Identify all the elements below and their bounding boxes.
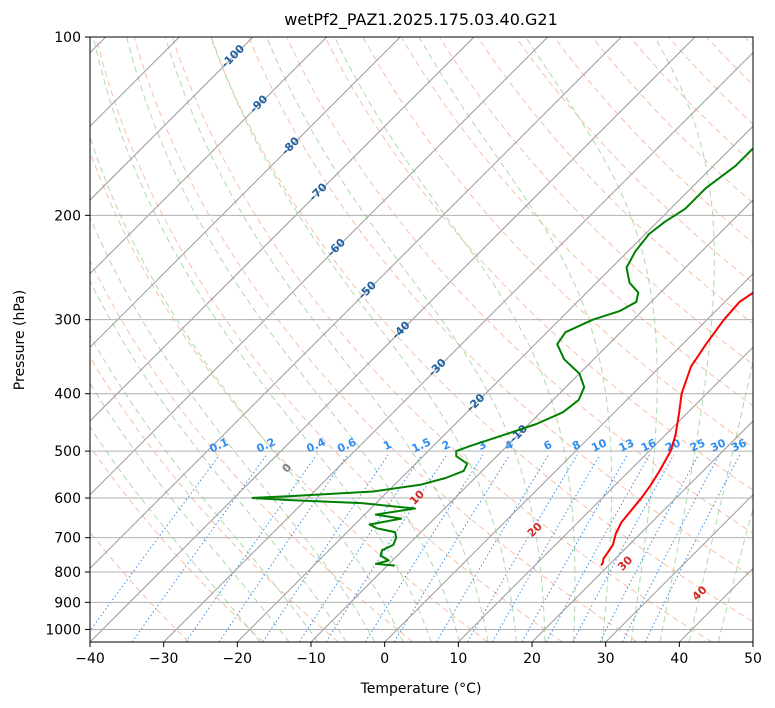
moist-adiabat (418, 37, 613, 642)
x-tick-label: 10 (449, 651, 467, 667)
moist-adiabat (266, 37, 546, 642)
dry-adiabat (210, 37, 753, 623)
moist-adiabat (92, 37, 432, 642)
dry-adiabat (362, 37, 753, 449)
isotherm-line (236, 125, 753, 642)
mixing-ratio-line (572, 454, 675, 642)
dry-adiabat (553, 37, 753, 244)
isotherm-line (531, 420, 753, 642)
x-tick-label: 30 (597, 651, 615, 667)
isotherm-line (90, 37, 328, 275)
temperature-profile (600, 291, 753, 566)
moist-adiabat (90, 215, 376, 642)
isotherm-line (90, 37, 696, 642)
x-axis-label: Temperature (°C) (360, 681, 482, 697)
x-tick-label: −40 (75, 651, 105, 667)
mixing-ratio-line (599, 454, 699, 642)
mixing-ratio-line (393, 454, 511, 642)
mixing-ratio-line (298, 454, 423, 642)
dry-adiabat (629, 37, 753, 165)
mixing-ratio-line (262, 454, 389, 642)
mixing-ratio-line (621, 454, 720, 642)
isotherm-line (90, 37, 549, 496)
mixing-ratio-line (218, 454, 348, 642)
dry-adiabat (248, 37, 753, 578)
isotherm-line (384, 272, 753, 642)
mixing-ratio-line (364, 454, 484, 642)
dry-adiabat (133, 37, 638, 642)
y-tick-label: 1000 (45, 622, 81, 638)
mixing-ratio-label: 30 (708, 436, 728, 454)
moist-adiabat (210, 37, 517, 642)
mixing-ratio-label: 25 (688, 436, 707, 454)
mixing-ratio-label: 10 (589, 436, 609, 454)
isotherm-line (310, 199, 753, 642)
y-axis-ticks: 100 200 300 400 500 600 700 800 900 1000 (45, 30, 90, 638)
dry-adiabat (400, 37, 753, 407)
mixing-ratio-label: 13 (617, 436, 636, 454)
y-tick-label: 700 (54, 531, 81, 547)
isotherm-line (90, 37, 254, 201)
profiles (251, 146, 753, 567)
dewpoint-profile (251, 146, 753, 567)
x-tick-label: −10 (296, 651, 326, 667)
background-lines (90, 37, 753, 642)
moist-adiabat (90, 426, 261, 642)
dry-adiabat (90, 445, 264, 642)
plot-frame (89, 36, 754, 643)
y-tick-label: 800 (54, 565, 81, 581)
mixing-ratio-line (435, 454, 550, 642)
dry-adiabat (90, 259, 414, 642)
isotherm-line (90, 37, 622, 570)
mixing-ratio-line (467, 454, 578, 642)
x-tick-label: −30 (149, 651, 179, 667)
isotherm-line (605, 493, 753, 642)
mixing-ratio-line (325, 454, 448, 642)
y-tick-label: 300 (54, 313, 81, 329)
y-tick-label: 400 (54, 387, 81, 403)
isotherm-line (90, 37, 475, 422)
chart-title: wetPf2_PAZ1.2025.175.03.40.G21 (284, 10, 558, 30)
moist-adiabat (334, 37, 576, 642)
isotherm-line (457, 346, 753, 642)
moist-adiabat (654, 37, 715, 642)
x-tick-label: 20 (523, 651, 541, 667)
mixing-ratio-line (90, 454, 220, 632)
y-tick-label: 900 (54, 595, 81, 611)
moist-adiabat (717, 506, 753, 642)
x-tick-label: 0 (380, 651, 389, 667)
isotherm-line (163, 51, 753, 642)
moist-adiabat (525, 37, 658, 642)
y-tick-label: 500 (54, 444, 81, 460)
x-tick-label: 40 (670, 651, 688, 667)
isotherm-line (90, 37, 401, 349)
mixing-ratio-label: 16 (639, 436, 659, 454)
x-tick-label: 50 (744, 651, 762, 667)
y-tick-label: 100 (54, 30, 81, 46)
moist-adiabat (688, 358, 753, 642)
y-axis-label: Pressure (hPa) (12, 290, 28, 390)
y-tick-label: 200 (54, 208, 81, 224)
moist-adiabat (164, 37, 489, 642)
dry-adiabat (438, 37, 753, 366)
moist-adiabat (126, 37, 461, 642)
y-tick-label: 600 (54, 491, 81, 507)
moist-adiabat (90, 135, 404, 642)
mixing-ratio-label: 36 (729, 436, 749, 454)
dry-adiabat (324, 37, 753, 491)
dry-adiabat (95, 37, 563, 642)
x-tick-label: −20 (223, 651, 253, 667)
x-axis-ticks: −40 −30 −20 −10 0 10 20 30 40 50 (75, 642, 762, 667)
mixing-ratio-line (644, 454, 741, 642)
